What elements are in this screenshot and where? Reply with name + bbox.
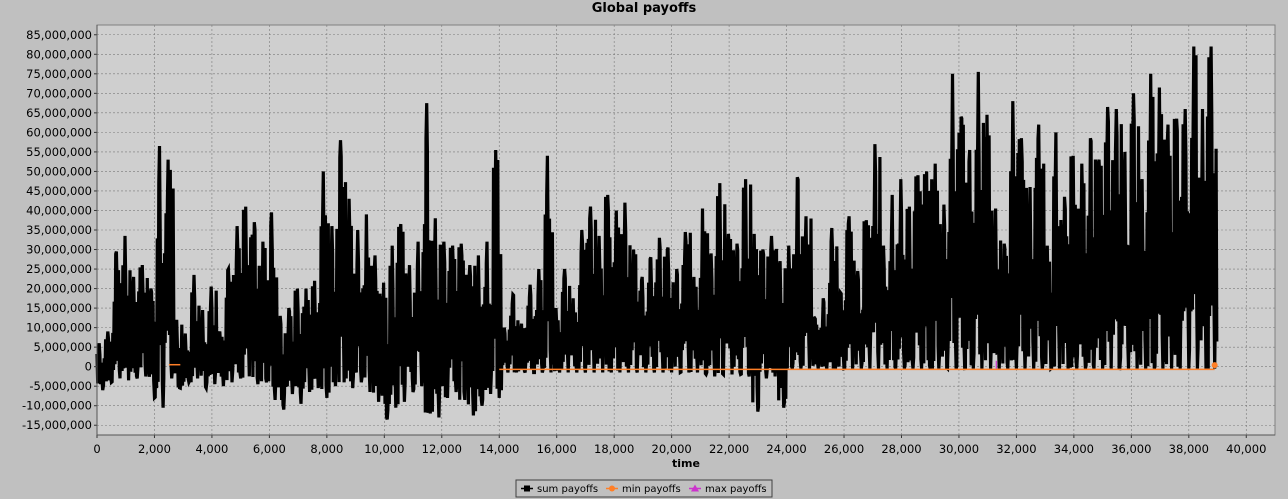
y-tick-label: 30,000,000 <box>26 243 92 257</box>
x-tick-label: 16,000 <box>537 442 577 456</box>
x-tick-label: 20,000 <box>652 442 692 456</box>
legend-max-payoffs-label: max payoffs <box>705 484 767 495</box>
x-tick-label: 8,000 <box>310 442 343 456</box>
y-tick-label: 65,000,000 <box>26 106 92 120</box>
y-tick-label: 50,000,000 <box>26 164 92 178</box>
x-tick-label: 0 <box>93 442 100 456</box>
legend-box <box>515 479 773 498</box>
y-tick-label: 25,000,000 <box>26 262 92 276</box>
x-tick-label: 28,000 <box>881 442 921 456</box>
y-tick-label: 70,000,000 <box>26 86 92 100</box>
x-axis-label: time <box>672 457 700 470</box>
y-tick-label: 35,000,000 <box>26 223 92 237</box>
x-tick-label: 38,000 <box>1169 442 1209 456</box>
chart-title: Global payoffs <box>592 1 697 16</box>
y-tick-label: 5,000,000 <box>33 340 92 354</box>
x-tick-label: 2,000 <box>138 442 171 456</box>
y-tick-label: 45,000,000 <box>26 184 92 198</box>
y-tick-label: -15,000,000 <box>22 418 92 432</box>
x-tick-label: 14,000 <box>479 442 519 456</box>
y-tick-label: 0 <box>85 360 92 374</box>
legend-max-payoffs-marker <box>691 484 699 492</box>
legend: sum payoffs min payoffs max payoffs <box>515 479 773 498</box>
x-axis: 0 2,000 4,000 6,000 8,000 10,000 12,000 14,000 1… <box>93 434 1275 456</box>
x-tick-label: 24,000 <box>766 442 806 456</box>
x-tick-label: 22,000 <box>709 442 749 456</box>
y-tick-label: 55,000,000 <box>26 145 92 159</box>
x-tick-label: 34,000 <box>1054 442 1094 456</box>
x-tick-label: 40,000 <box>1226 442 1266 456</box>
x-tick-label: 36,000 <box>1111 442 1151 456</box>
y-axis: -15,000,000 -10,000,000 -5,000,000 0 5,000,0… <box>22 25 98 435</box>
legend-min-payoffs-marker <box>609 485 615 492</box>
legend-sum-payoffs-label: sum payoffs <box>537 484 598 495</box>
x-tick-label: 32,000 <box>996 442 1036 456</box>
y-tick-label: 60,000,000 <box>26 125 92 139</box>
series-sum-payoffs-line <box>95 46 1219 420</box>
x-tick-label: 18,000 <box>594 442 634 456</box>
x-tick-label: 30,000 <box>939 442 979 456</box>
x-tick-label: 26,000 <box>824 442 864 456</box>
y-tick-label: 10,000,000 <box>26 321 92 335</box>
y-tick-label: -5,000,000 <box>29 379 92 393</box>
y-tick-label: 80,000,000 <box>26 47 92 61</box>
legend-sum-payoffs-marker <box>524 485 530 492</box>
x-tick-label: 10,000 <box>364 442 404 456</box>
y-tick-label: -10,000,000 <box>22 399 92 413</box>
y-tick-label: 15,000,000 <box>26 301 92 315</box>
series-min-payoffs-marker <box>1211 362 1218 369</box>
x-tick-label: 6,000 <box>253 442 286 456</box>
series-layer <box>95 46 1219 420</box>
y-tick-label: 40,000,000 <box>26 203 92 217</box>
legend-min-payoffs-label: min payoffs <box>622 484 681 495</box>
x-tick-label: 12,000 <box>422 442 462 456</box>
x-tick-label: 4,000 <box>195 442 228 456</box>
y-tick-label: 85,000,000 <box>26 28 92 42</box>
y-tick-label: 75,000,000 <box>26 67 92 81</box>
y-tick-label: 20,000,000 <box>26 282 92 296</box>
